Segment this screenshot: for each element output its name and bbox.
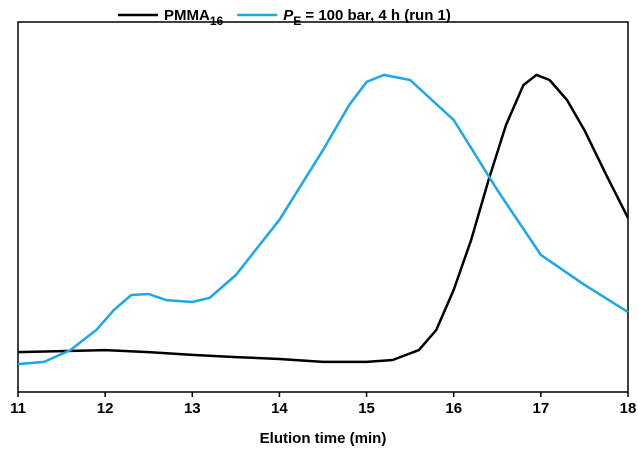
legend-label-part: E bbox=[293, 14, 301, 28]
plot-frame bbox=[17, 21, 629, 393]
legend-label-part: = 100 bar, 4 h (run 1) bbox=[301, 7, 451, 24]
x-tick-label: 14 bbox=[271, 400, 288, 417]
x-tick-label: 15 bbox=[358, 400, 375, 417]
legend-label: PMMA16 bbox=[164, 7, 224, 28]
x-tick-label: 11 bbox=[10, 400, 26, 417]
legend: PMMA16 PE = 100 bar, 4 h (run 1) bbox=[118, 7, 451, 28]
series-line bbox=[17, 73, 629, 366]
legend-label-part: PMMA bbox=[164, 7, 210, 24]
legend-label-part: P bbox=[283, 7, 294, 24]
x-tick-label: 12 bbox=[97, 400, 114, 417]
x-axis-label: Elution time (min) bbox=[260, 430, 387, 447]
x-tick-label: 13 bbox=[184, 400, 201, 417]
x-tick-label: 17 bbox=[533, 400, 550, 417]
legend-label-part: 16 bbox=[210, 14, 224, 28]
legend-label: PE = 100 bar, 4 h (run 1) bbox=[283, 7, 451, 28]
x-tick-label: 16 bbox=[445, 400, 462, 417]
x-tick-label: 18 bbox=[620, 400, 637, 417]
series-line bbox=[17, 73, 630, 364]
